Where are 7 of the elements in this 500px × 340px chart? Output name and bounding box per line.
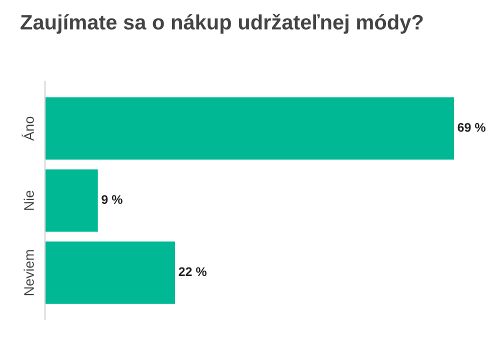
y-tick-label: Neviem [24, 250, 34, 296]
data-label: 69 % [458, 122, 486, 132]
data-label: 9 % [102, 195, 122, 204]
y-tick-label: Nie [24, 190, 34, 210]
data-label: 22 % [178, 267, 207, 276]
chart-title: Zaujímate sa o nákup udržateľnej módy? [20, 14, 423, 34]
y-tick-label: Áno [22, 116, 34, 141]
